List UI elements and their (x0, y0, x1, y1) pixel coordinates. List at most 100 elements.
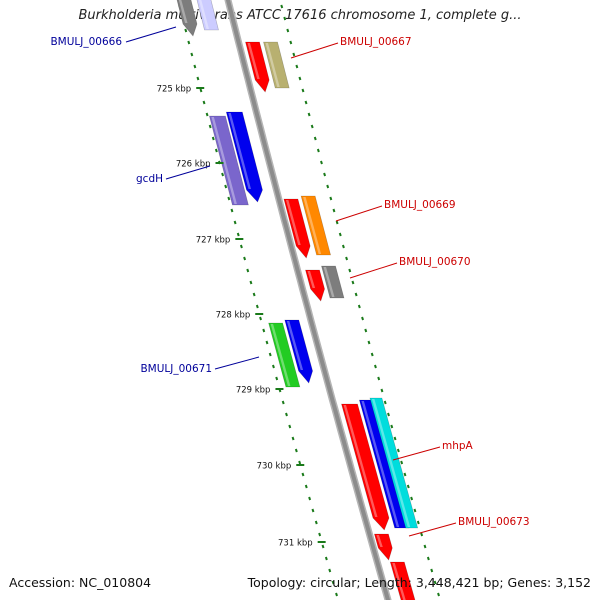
gene-arrow[interactable] (300, 195, 331, 256)
gene-arrow[interactable] (225, 111, 263, 203)
gene-shading (198, 0, 209, 29)
gene-feature-bmulj_00669[interactable] (283, 198, 311, 259)
gene-feature-bmulj_00671[interactable] (284, 319, 313, 384)
range-dot (268, 352, 272, 357)
range-dot (283, 16, 287, 21)
range-dot (403, 472, 407, 477)
gene-label-bmulj_00667[interactable]: BMULJ_00667 (340, 36, 412, 48)
gene-feature-bmulj_00666[interactable] (196, 0, 219, 31)
ruler-tick: 725 kbp (157, 85, 205, 95)
range-dot (364, 328, 368, 333)
gene-feature-bmulj_00666[interactable] (176, 0, 198, 37)
gene-feature-gcdh[interactable] (209, 115, 249, 206)
gene-arrow[interactable] (245, 41, 270, 93)
gene-shading (270, 324, 291, 386)
ruler-tick: 726 kbp (176, 160, 224, 170)
range-dot (383, 400, 387, 405)
range-dot (285, 412, 288, 417)
range-dot (298, 460, 302, 465)
gene-shading (323, 267, 335, 297)
range-dot (370, 352, 374, 357)
gene-arrow[interactable] (263, 41, 290, 89)
gene-label-bmulj_00671[interactable]: BMULJ_00671 (140, 363, 212, 375)
gene-label-bmulj_00673[interactable]: BMULJ_00673 (458, 516, 530, 528)
gene-arrow[interactable] (268, 322, 301, 388)
gene-arrow[interactable] (176, 0, 198, 37)
range-dot (416, 520, 420, 525)
range-dot (307, 112, 311, 117)
gene-label-bmulj_00670[interactable]: BMULJ_00670 (399, 256, 471, 268)
gene-label-group[interactable]: BMULJ_00673 (408, 516, 530, 537)
gene-feature-mhpa[interactable] (369, 397, 419, 529)
ruler-tick: 730 kbp (257, 462, 305, 472)
range-dot (294, 448, 298, 453)
range-dot (265, 340, 269, 345)
minus-strand-range-line (178, 4, 338, 597)
genome-backbone (225, 0, 391, 600)
gene-feature-bmulj_00673[interactable] (374, 533, 393, 561)
range-dot (295, 64, 299, 69)
range-dot (286, 28, 290, 33)
gene-arrow[interactable] (284, 319, 313, 384)
gene-shading (392, 563, 406, 600)
gene-label-group[interactable]: mhpA (392, 440, 474, 461)
gene-arrow[interactable] (369, 397, 419, 529)
range-dot (288, 424, 292, 429)
range-dot (396, 448, 400, 453)
range-dot (249, 280, 253, 285)
range-dot (308, 496, 312, 501)
label-leader-line (408, 522, 457, 537)
range-dot (380, 388, 384, 393)
range-dot (275, 376, 279, 381)
gene-arrow[interactable] (341, 403, 390, 531)
range-dot (221, 172, 225, 177)
range-dot (311, 508, 315, 513)
gene-feature-bmulj_00667[interactable] (245, 41, 270, 93)
gene-feature-bmulj_00669[interactable] (300, 195, 331, 256)
gene-label-group[interactable]: BMULJ_00671 (140, 356, 260, 375)
gene-feature-bmulj_00670[interactable] (305, 269, 325, 302)
range-dot (430, 568, 434, 573)
gene-label-group[interactable]: BMULJ_00670 (349, 256, 471, 279)
range-dot (187, 40, 191, 45)
range-dot (193, 64, 197, 69)
ruler-tick: 729 kbp (236, 386, 284, 396)
gene-arrow[interactable] (209, 115, 249, 206)
gene-label-group[interactable]: BMULJ_00669 (335, 199, 456, 222)
gene-feature-bmulj_00667[interactable] (263, 41, 290, 89)
gene-arrow[interactable] (374, 533, 393, 561)
ruler-tick: 728 kbp (216, 311, 264, 321)
range-dot (345, 256, 349, 261)
range-dot (410, 496, 414, 501)
gene-arrow[interactable] (283, 198, 311, 259)
gene-label-group[interactable]: BMULJ_00667 (290, 36, 412, 59)
gene-feature-bmulj_00671[interactable] (268, 322, 301, 388)
range-dot (313, 136, 317, 141)
range-dot (190, 52, 194, 57)
gene-label-bmulj_00666[interactable]: BMULJ_00666 (50, 36, 122, 48)
gene-feature-mhpa[interactable] (341, 403, 390, 531)
label-leader-line (392, 446, 441, 461)
gene-label-group[interactable]: gcdH (136, 165, 211, 185)
ruler-tick: 731 kbp (278, 539, 326, 549)
gene-label-group[interactable]: BMULJ_00666 (50, 26, 177, 48)
range-dot (314, 520, 318, 525)
gene-arrow[interactable] (305, 269, 325, 302)
range-dot (211, 136, 215, 141)
range-dot (348, 268, 352, 273)
range-dot (304, 484, 308, 489)
gene-arrow[interactable] (321, 265, 345, 299)
genome-summary-text: Topology: circular; Length: 3,448,421 bp… (247, 575, 591, 590)
gene-label-mhpa[interactable]: mhpA (442, 440, 474, 452)
gene-arrow[interactable] (196, 0, 219, 31)
gene-feature-bmulj_00673[interactable] (389, 561, 416, 600)
range-dot (321, 544, 325, 549)
range-dot (426, 556, 430, 561)
gene-shading (376, 535, 383, 547)
gene-feature-bmulj_00670[interactable] (321, 265, 345, 299)
gene-label-gcdh[interactable]: gcdH (136, 173, 163, 185)
gene-arrow[interactable] (389, 561, 416, 600)
gene-shading (303, 197, 322, 254)
gene-feature-gcdh[interactable] (225, 111, 263, 203)
gene-label-bmulj_00669[interactable]: BMULJ_00669 (384, 199, 456, 211)
